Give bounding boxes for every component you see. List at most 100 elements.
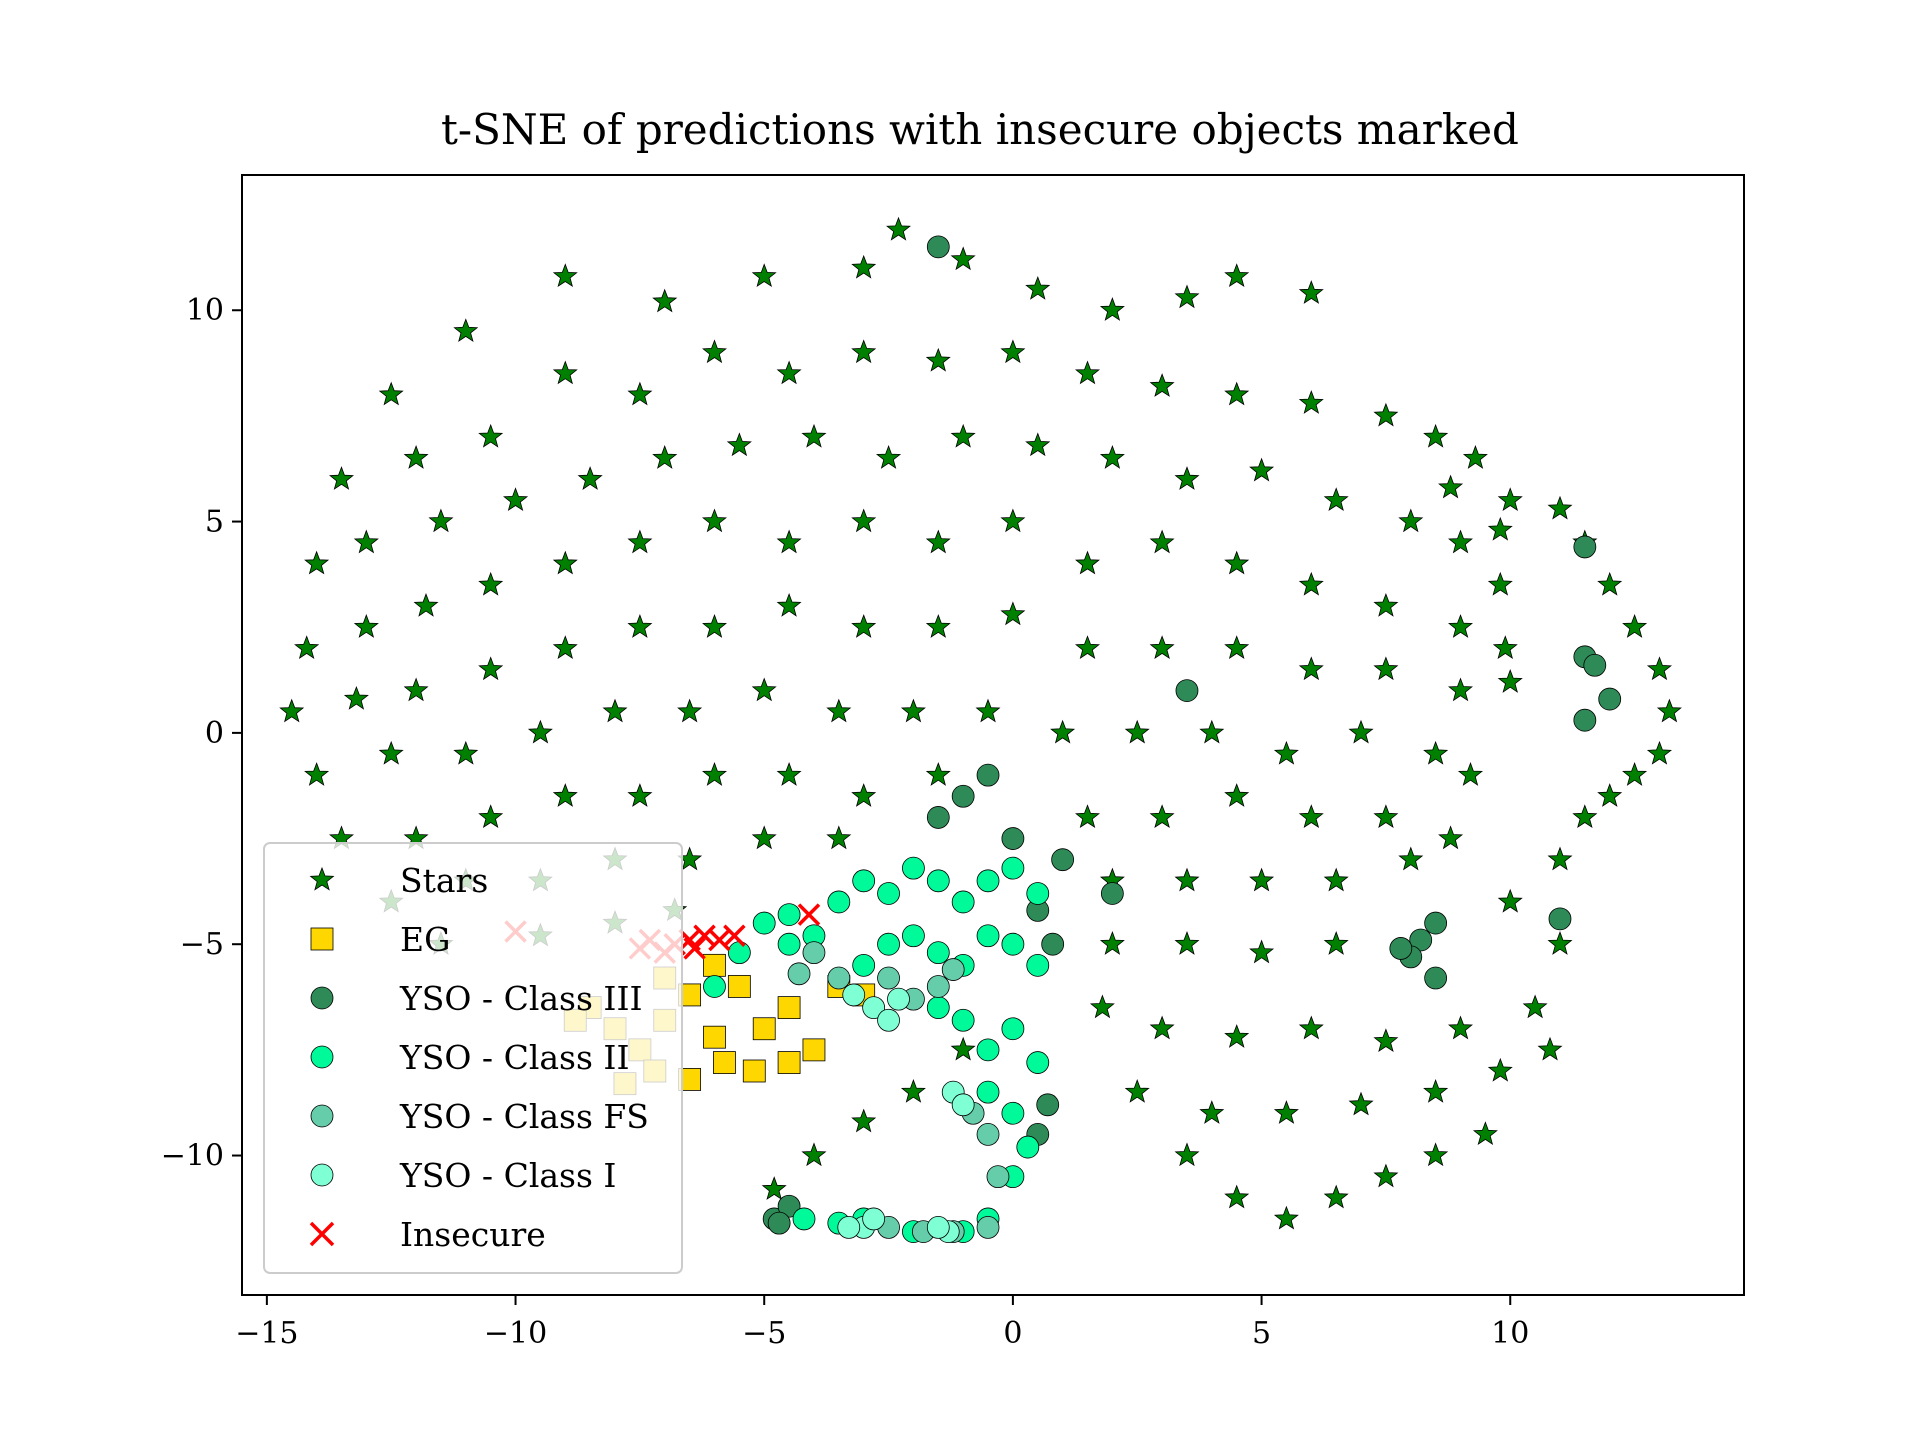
- point-stars: [1149, 373, 1175, 397]
- point-yso-class-ii: [1026, 1051, 1050, 1074]
- point-yso-class-ii: [703, 975, 726, 998]
- point-stars: [776, 529, 802, 554]
- point-stars: [801, 1142, 827, 1167]
- point-stars: [1000, 508, 1026, 533]
- point-eg: [703, 1025, 726, 1049]
- point-eg: [777, 996, 801, 1020]
- point-stars: [378, 381, 404, 406]
- point-yso-class-ii: [951, 1008, 975, 1032]
- point-stars: [627, 529, 653, 554]
- point-stars: [1497, 487, 1523, 512]
- x-tick-label: 5: [1252, 1316, 1271, 1351]
- point-stars: [478, 804, 504, 829]
- point-stars: [950, 246, 976, 271]
- point-stars: [1050, 719, 1076, 744]
- point-yso-class-i: [887, 987, 910, 1011]
- point-stars: [851, 508, 877, 533]
- point-insecure: [797, 903, 821, 926]
- point-yso-class-ii: [1026, 882, 1050, 905]
- point-yso-class-ii: [926, 996, 950, 1020]
- point-stars: [478, 423, 504, 448]
- point-stars: [1398, 846, 1424, 871]
- point-stars: [1124, 1078, 1150, 1103]
- point-stars: [1348, 719, 1374, 744]
- point-stars: [453, 740, 479, 765]
- point-insecure: [683, 937, 706, 960]
- point-stars: [1462, 445, 1488, 469]
- point-stars: [751, 263, 777, 288]
- point-yso-class-ii: [752, 911, 776, 935]
- point-stars: [1448, 614, 1473, 638]
- point-eg: [727, 975, 751, 998]
- point-yso-class-ii: [902, 856, 925, 880]
- x-tick-label: −10: [484, 1316, 547, 1351]
- point-stars: [925, 614, 951, 638]
- point-stars: [1497, 888, 1523, 913]
- x-tick-label: 0: [1003, 1316, 1022, 1351]
- point-yso-class-ii: [976, 924, 1000, 948]
- point-yso-class-ii: [1001, 1017, 1025, 1041]
- point-stars: [1025, 275, 1051, 300]
- legend-label: Stars: [400, 861, 488, 900]
- point-stars: [1373, 1163, 1399, 1188]
- point-stars: [1298, 390, 1324, 414]
- point-stars: [1025, 432, 1051, 457]
- point-yso-class-ii: [792, 1207, 816, 1231]
- point-yso-class-i: [926, 1215, 950, 1239]
- point-stars: [1174, 931, 1200, 955]
- point-stars: [1448, 1015, 1473, 1040]
- point-stars: [1149, 529, 1175, 554]
- point-stars: [975, 698, 1001, 723]
- point-stars: [1323, 867, 1349, 892]
- point-stars: [1273, 1205, 1299, 1230]
- point-stars: [1373, 1028, 1399, 1053]
- legend-marker-yso-class-ii: [310, 1045, 334, 1069]
- series-yso-class-i: [837, 983, 975, 1244]
- point-stars: [1487, 1057, 1513, 1082]
- point-yso-class-fs: [802, 941, 826, 965]
- plot-frame: [241, 174, 1745, 1296]
- point-stars: [1174, 284, 1200, 309]
- point-yso-class-ii: [976, 1038, 1000, 1062]
- point-stars: [702, 614, 727, 638]
- point-stars: [1492, 635, 1518, 660]
- point-stars: [900, 698, 926, 723]
- point-yso-class-fs: [976, 1215, 1000, 1239]
- legend-marker-yso-class-fs: [310, 1104, 334, 1128]
- point-stars: [1075, 360, 1100, 385]
- point-stars: [751, 825, 777, 850]
- point-stars: [1174, 466, 1200, 490]
- point-yso-class-ii: [827, 890, 851, 914]
- point-stars: [1075, 804, 1100, 829]
- point-stars: [1298, 656, 1324, 681]
- point-eg: [742, 1059, 766, 1083]
- point-stars: [1174, 1142, 1200, 1167]
- point-stars: [702, 339, 727, 364]
- point-stars: [413, 592, 439, 617]
- point-stars: [851, 783, 877, 807]
- point-stars: [1423, 740, 1449, 765]
- point-yso-class-ii: [777, 903, 801, 927]
- point-stars: [1373, 402, 1399, 427]
- legend-marker-eg: [310, 927, 334, 951]
- point-stars: [1423, 1142, 1449, 1167]
- point-yso-class-iii: [1389, 937, 1413, 960]
- x-tick-label: −15: [235, 1316, 298, 1351]
- point-yso-class-iii: [1548, 907, 1572, 931]
- point-stars: [1448, 529, 1473, 554]
- point-stars: [851, 254, 877, 279]
- point-stars: [925, 762, 951, 786]
- point-stars: [1075, 635, 1100, 660]
- point-yso-class-ii: [976, 1080, 1000, 1104]
- point-stars: [1199, 1100, 1225, 1124]
- point-stars: [1224, 381, 1250, 406]
- point-stars: [1547, 495, 1573, 520]
- point-yso-class-i: [862, 1207, 886, 1231]
- point-eg: [703, 953, 726, 977]
- point-stars: [403, 677, 429, 702]
- legend-label: YSO - Class II: [399, 1038, 630, 1077]
- point-yso-class-ii: [1001, 1101, 1025, 1125]
- point-stars: [552, 550, 578, 575]
- point-stars: [886, 216, 911, 241]
